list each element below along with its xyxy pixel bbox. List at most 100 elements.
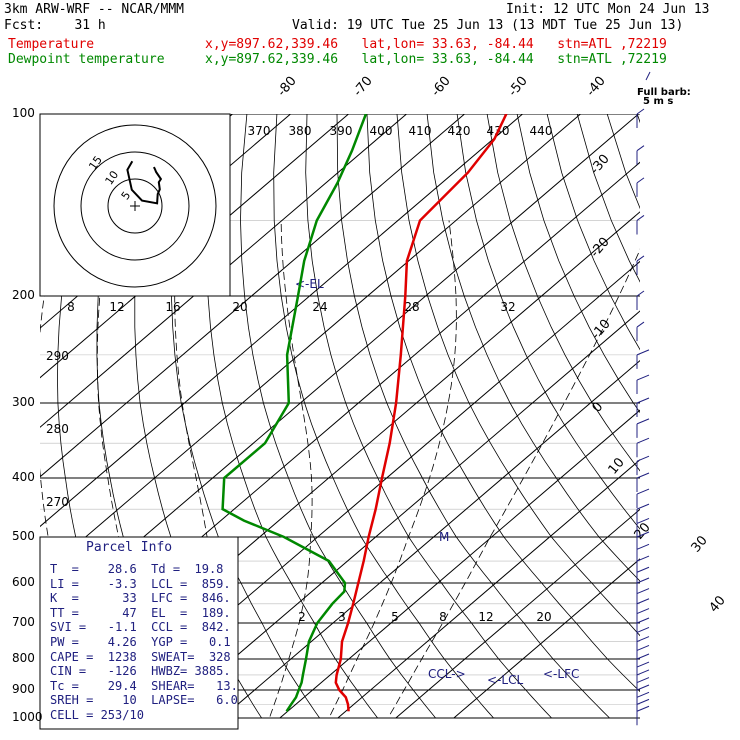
temperature-profile bbox=[334, 114, 508, 712]
isotherm-label: -10 bbox=[589, 317, 614, 343]
isotherm-label: -70 bbox=[351, 74, 376, 100]
mixing-ratio-label: 20 bbox=[536, 610, 551, 624]
theta-label: 380 bbox=[289, 124, 312, 138]
wind-barb-flag bbox=[636, 517, 650, 524]
wind-barb-flag bbox=[636, 636, 650, 643]
dry-adiabat bbox=[305, 114, 580, 719]
init-time: Init: 12 UTC Mon 24 Jun 13 bbox=[506, 2, 710, 17]
dry-adiabat bbox=[336, 114, 639, 719]
isotherm bbox=[163, 310, 640, 719]
mixing-ratio-label: 5 bbox=[391, 610, 399, 624]
isotherm bbox=[337, 459, 640, 719]
mixing-ratio-label: 3 bbox=[338, 610, 346, 624]
parcel-info-row: CAPE = 1238 SWEAT= 328 bbox=[50, 649, 231, 664]
wind-barb-flag bbox=[636, 349, 650, 356]
isotherm bbox=[40, 114, 408, 428]
isotherm-label: -60 bbox=[429, 74, 454, 100]
isotherm-label: -40 bbox=[584, 74, 609, 100]
theta-label: 410 bbox=[409, 124, 432, 138]
dewpoint-profile bbox=[221, 114, 368, 712]
isotherm-label: 30 bbox=[689, 533, 711, 555]
wind-barb-flag bbox=[636, 177, 645, 184]
parcel-info-row: TT = 47 EL = 189. bbox=[50, 605, 231, 620]
theta-label: 290 bbox=[46, 349, 69, 363]
theta-label: 370 bbox=[248, 124, 271, 138]
dry-adiabat bbox=[396, 114, 640, 637]
wind-barb-flag bbox=[636, 108, 645, 115]
isotherm bbox=[395, 508, 640, 719]
pressure-label: 400 bbox=[12, 470, 35, 484]
pressure-label: 800 bbox=[12, 651, 35, 665]
wind-speed-label: 8 bbox=[67, 300, 75, 314]
isotherm bbox=[40, 114, 350, 379]
isotherm-label: 20 bbox=[632, 520, 654, 542]
theta-label: 270 bbox=[46, 495, 69, 509]
parcel-info-box bbox=[39, 536, 239, 730]
isotherm bbox=[40, 114, 524, 528]
wind-barb-flag bbox=[636, 321, 645, 328]
wind-barb-flag bbox=[636, 677, 650, 684]
wind-barb-flag bbox=[636, 145, 645, 152]
pressure-label: 500 bbox=[12, 529, 35, 543]
m-annotation: M bbox=[439, 530, 449, 544]
isotherm bbox=[40, 114, 466, 478]
mixing-ratio-label: 8 bbox=[439, 610, 447, 624]
wind-barb-flag bbox=[636, 455, 650, 462]
wind-barb-flag bbox=[636, 705, 650, 712]
barb-legend-flag bbox=[645, 71, 651, 81]
dewpoint-location-info: x,y=897.62,339.46 lat,lon= 33.63, -84.44… bbox=[205, 52, 667, 67]
dry-adiabat bbox=[273, 114, 521, 719]
wind-barb-flag bbox=[636, 598, 650, 605]
isotherm-label: -50 bbox=[506, 74, 531, 100]
wind-barb-flag bbox=[636, 374, 650, 381]
valid-time: Valid: 19 UTC Tue 25 Jun 13 (13 MDT Tue … bbox=[292, 18, 684, 33]
isotherm-label: 10 bbox=[606, 455, 628, 477]
theta-label: 390 bbox=[330, 124, 353, 138]
sounding-curves bbox=[221, 114, 508, 712]
parcel-info-row: CELL = 253/10 bbox=[50, 708, 144, 722]
barb-legend-unit: 5 m s bbox=[643, 96, 673, 107]
wind-barb-flag bbox=[636, 418, 650, 425]
wind-barb-flag bbox=[636, 608, 650, 615]
ccl-annotation: CCL-> bbox=[428, 667, 466, 681]
temperature-legend-label: Temperature bbox=[8, 37, 95, 52]
pressure-label: 100 bbox=[12, 106, 35, 120]
wind-barb-flag bbox=[636, 684, 650, 691]
wind-barb-flag bbox=[636, 215, 645, 221]
wind-barb-flag bbox=[636, 488, 650, 495]
parcel-info-row: T = 28.6 Td = 19.8 bbox=[50, 562, 224, 576]
wind-speed-label: 24 bbox=[312, 300, 327, 314]
wind-barb-flag bbox=[636, 566, 650, 573]
wind-barb-flag bbox=[636, 698, 650, 705]
hodograph-ring bbox=[80, 151, 190, 261]
moist-adiabat bbox=[268, 220, 313, 719]
mixing-ratio-label: 12 bbox=[478, 610, 493, 624]
wind-barb-flag bbox=[636, 437, 650, 444]
pressure-label: 600 bbox=[12, 575, 35, 589]
dry-adiabat bbox=[606, 114, 640, 210]
parcel-info-title: Parcel Info bbox=[86, 540, 173, 555]
wind-barb-flag bbox=[636, 290, 645, 297]
theta-label: 400 bbox=[370, 124, 393, 138]
wind-barb-flag bbox=[636, 691, 650, 698]
chart-grid bbox=[40, 114, 640, 719]
lfc-annotation: <-LFC bbox=[543, 667, 579, 681]
moist-adiabat bbox=[328, 220, 457, 719]
dry-adiabat bbox=[516, 114, 640, 414]
el-annotation: <-EL bbox=[295, 277, 324, 291]
isotherm bbox=[279, 409, 640, 719]
temperature-location-info: x,y=897.62,339.46 lat,lon= 33.63, -84.44… bbox=[205, 37, 667, 52]
wind-speed-label: 28 bbox=[404, 300, 419, 314]
wind-barb-flag bbox=[636, 588, 650, 595]
forecast-hour: Fcst: 31 h bbox=[4, 18, 106, 33]
wind-speed-label: 16 bbox=[165, 300, 180, 314]
parcel-info-row: K = 33 LFC = 846. bbox=[50, 591, 231, 606]
pressure-label: 1000 bbox=[12, 710, 43, 724]
theta-label: 280 bbox=[46, 422, 69, 436]
model-title: 3km ARW-WRF -- NCAR/MMM bbox=[4, 2, 185, 17]
wind-speed-label: 20 bbox=[232, 300, 247, 314]
dry-adiabat bbox=[546, 114, 640, 351]
parcel-info-row: Tc = 29.4 SHEAR= 13. bbox=[50, 678, 238, 693]
wind-speed-label: 12 bbox=[109, 300, 124, 314]
parcel-info-row: PW = 4.26 YGP = 0.1 bbox=[50, 635, 231, 649]
